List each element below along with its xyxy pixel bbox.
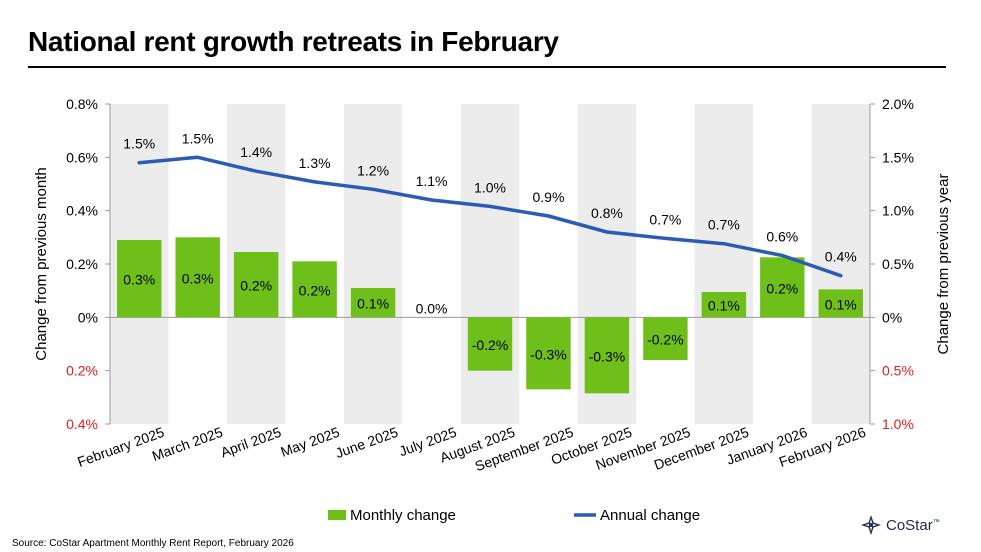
left-tick-label: 0.2% — [66, 256, 98, 272]
line-data-label: 1.1% — [416, 173, 448, 189]
bar-data-label: -0.2% — [472, 337, 509, 353]
left-tick-label: 0.6% — [66, 149, 98, 165]
bar-monthly-change — [526, 317, 571, 390]
bar-monthly-change — [292, 261, 337, 318]
bar-monthly-change — [467, 317, 513, 371]
right-tick-label: 1.0% — [882, 203, 914, 219]
bar-data-label: 0.2% — [240, 278, 272, 294]
bar-monthly-change — [701, 292, 747, 318]
bar-data-label: 0.0% — [416, 300, 448, 316]
chart-title: National rent growth retreats in Februar… — [28, 26, 559, 57]
bar-monthly-change — [818, 289, 863, 318]
background-band — [460, 104, 520, 424]
costar-star-icon — [861, 515, 881, 535]
background-band — [343, 104, 403, 424]
bar-monthly-change — [117, 240, 162, 318]
bar-monthly-change — [760, 257, 805, 318]
line-data-label: 0.4% — [825, 249, 857, 265]
legend-label-annual: Annual change — [600, 507, 700, 524]
right-tick-label: 0.5% — [882, 363, 914, 379]
costar-logo: CoStar™ — [860, 514, 940, 536]
right-tick-label: 0% — [882, 309, 902, 325]
source-note: Source: CoStar Apartment Monthly Rent Re… — [12, 538, 294, 549]
left-tick-label: 0.4% — [66, 203, 98, 219]
bar-monthly-change — [233, 252, 279, 318]
right-tick-label: 2.0% — [882, 96, 914, 112]
right-tick-label: 0.5% — [882, 256, 914, 272]
legend-label-monthly: Monthly change — [350, 507, 456, 524]
bar-data-label: 0.2% — [766, 280, 798, 296]
bar-data-label: 0.1% — [357, 296, 389, 312]
x-tick-label: May 2025 — [278, 424, 341, 460]
right-tick-label: 1.0% — [882, 416, 914, 432]
legend-swatch-bar — [328, 510, 346, 520]
line-data-label: 0.7% — [649, 211, 681, 227]
line-data-label: 1.4% — [240, 144, 272, 160]
line-data-label: 1.0% — [474, 179, 506, 195]
y-axis-title: Change from previous month — [33, 167, 50, 360]
left-tick-label: 0.8% — [66, 96, 98, 112]
right-tick-label: 1.5% — [882, 149, 914, 165]
line-data-label: 0.9% — [533, 189, 565, 205]
background-band — [694, 104, 754, 424]
bar-data-label: -0.3% — [589, 348, 626, 364]
bar-data-label: 0.1% — [708, 298, 740, 314]
x-tick-label: April 2025 — [218, 424, 283, 461]
line-data-label: 0.6% — [766, 228, 798, 244]
line-data-label: 1.2% — [357, 162, 389, 178]
x-tick-label: June 2025 — [333, 424, 400, 461]
line-data-label: 0.7% — [708, 217, 740, 233]
title-divider — [28, 66, 946, 68]
bar-monthly-change — [175, 237, 220, 318]
bar-monthly-change — [350, 288, 396, 318]
background-band — [811, 104, 870, 424]
bar-data-label: 0.1% — [825, 296, 857, 312]
line-data-label: 1.5% — [182, 130, 214, 146]
logo-wordmark: CoStar™ — [886, 516, 940, 534]
line-data-label: 1.5% — [123, 136, 155, 152]
line-data-label: 1.3% — [299, 155, 331, 171]
bar-monthly-change — [584, 317, 630, 394]
left-tick-label: 0.4% — [66, 416, 98, 432]
bar-data-label: -0.3% — [530, 346, 567, 362]
bar-data-label: 0.3% — [123, 272, 155, 288]
left-tick-label: 0% — [78, 309, 98, 325]
line-data-label: 0.8% — [591, 205, 623, 221]
bar-data-label: 0.3% — [182, 270, 214, 286]
bar-data-label: 0.2% — [299, 282, 331, 298]
y2-axis-title: Change from previous year — [935, 174, 952, 355]
bar-data-label: -0.2% — [647, 332, 684, 348]
left-tick-label: 0.2% — [66, 363, 98, 379]
line-annual-change — [137, 155, 843, 278]
bar-monthly-change — [643, 317, 688, 360]
